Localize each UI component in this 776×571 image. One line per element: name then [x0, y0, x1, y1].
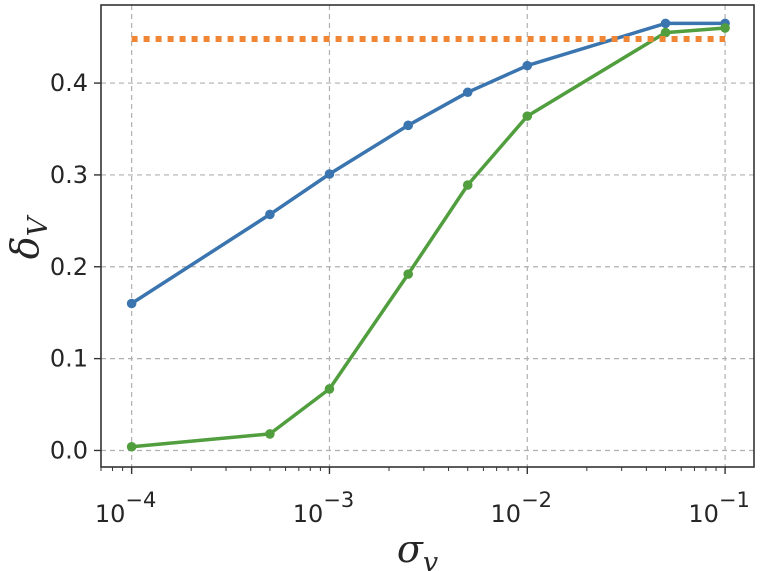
- series-line: [130, 21, 726, 305]
- y-axis-label-base: δ: [3, 236, 47, 259]
- x-tick-label: 10−2: [491, 488, 553, 528]
- data-point: [660, 18, 671, 29]
- x-tick-base: 10: [95, 500, 126, 528]
- data-point: [522, 60, 533, 71]
- x-axis-label: σv: [397, 527, 438, 571]
- x-tick-label: 10−3: [293, 488, 355, 528]
- x-tick-base: 10: [688, 500, 719, 528]
- series-layer: [126, 18, 730, 452]
- series-line: [131, 26, 726, 449]
- data-point: [324, 384, 335, 394]
- x-tick-base: 10: [491, 500, 522, 528]
- x-tick-exponent: −2: [521, 488, 552, 512]
- data-point: [265, 209, 275, 220]
- tick-labels: 10−4 10−3 10−2 10−10.00.10.20.30.4: [50, 69, 750, 528]
- data-point: [265, 429, 275, 439]
- x-tick-label: 10−1: [688, 488, 750, 528]
- x-tick-base: 10: [293, 500, 324, 528]
- data-point: [462, 180, 473, 190]
- data-point: [126, 298, 137, 309]
- x-tick-label: 10−4: [95, 488, 157, 528]
- data-point: [522, 111, 533, 121]
- data-point: [462, 87, 473, 98]
- data-point: [660, 27, 671, 38]
- data-point: [126, 441, 137, 452]
- x-tick-exponent: −4: [125, 488, 156, 512]
- data-point: [720, 23, 730, 33]
- x-axis-label-sub: v: [423, 547, 438, 571]
- y-tick-label: 0.0: [50, 436, 88, 464]
- y-tick-label: 0.3: [50, 161, 88, 189]
- y-tick-label: 0.4: [50, 69, 88, 97]
- data-point: [324, 169, 335, 179]
- plot-frame: [100, 4, 755, 468]
- x-tick-exponent: −1: [719, 488, 750, 512]
- y-tick-label: 0.1: [50, 345, 88, 373]
- x-tick-exponent: −3: [323, 488, 354, 512]
- y-axis-label: δV: [3, 214, 54, 259]
- x-axis-label-base: σ: [397, 527, 424, 571]
- grid: [101, 5, 754, 467]
- data-point: [403, 269, 413, 279]
- data-point: [403, 120, 413, 131]
- y-tick-label: 0.2: [50, 253, 88, 281]
- y-axis-label-sub: V: [23, 214, 54, 236]
